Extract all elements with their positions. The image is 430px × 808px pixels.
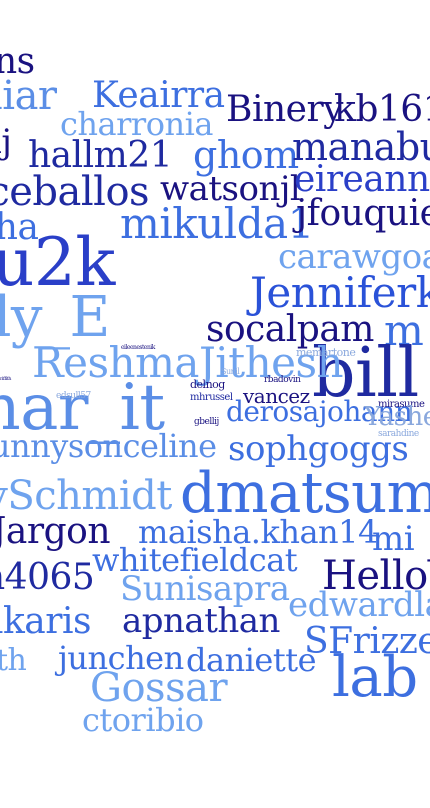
cloud-word: sarahdine	[378, 429, 419, 439]
cloud-word: lab	[332, 645, 418, 710]
cloud-word: jfouquie	[296, 193, 430, 234]
cloud-word: charronia	[60, 105, 213, 143]
cloud-word: ns	[0, 41, 35, 82]
cloud-word: gbellij	[194, 417, 219, 427]
cloud-word: delnog	[190, 378, 225, 391]
cloud-word: YasheelP	[364, 402, 430, 432]
cloud-word: carawgoa	[278, 237, 430, 277]
cloud-word: bill	[312, 334, 419, 413]
cloud-word: junchen	[58, 639, 184, 677]
cloud-word: watsonjl	[160, 169, 301, 209]
cloud-word: HelloV	[322, 553, 430, 599]
cloud-word: dmatsumo	[180, 461, 430, 526]
cloud-word: daniette	[186, 641, 317, 679]
cloud-word: Jenniferk	[250, 268, 430, 317]
cloud-word: kb161	[334, 89, 430, 130]
cloud-word: ctoribio	[82, 701, 204, 739]
cloud-word: whitefieldcat	[92, 541, 298, 579]
cloud-word: mikulda1	[120, 199, 314, 248]
cloud-word: mar_it	[0, 371, 165, 445]
cloud-word: mi	[372, 519, 415, 559]
cloud-word: Binery	[226, 89, 344, 130]
cloud-word: hallm21	[28, 135, 173, 176]
cloud-word: manabu	[292, 125, 430, 169]
cloud-word: eha	[0, 207, 39, 248]
cloud-word: memartone	[296, 346, 356, 359]
cloud-word: maisha.khan14	[138, 513, 378, 551]
cloud-word: SFrizzel	[304, 621, 430, 662]
cloud-word: edsull57	[56, 391, 91, 401]
cloud-word: sophgoggs	[228, 429, 409, 469]
cloud-word: ghom	[193, 133, 299, 177]
cloud-word: apnathan	[122, 601, 280, 641]
cloud-word: eileenestenik	[121, 344, 155, 351]
cloud-word: nySchmidt	[0, 473, 172, 519]
cloud-word: Sunisapra	[120, 569, 290, 609]
cloud-word: n4065	[0, 557, 95, 598]
cloud-word: vancez	[243, 384, 310, 408]
cloud-word: socalpam	[206, 309, 374, 350]
cloud-word: ReshmaJithesh	[32, 338, 344, 387]
cloud-word: Gossar	[90, 665, 228, 711]
cloud-word: th	[0, 643, 27, 678]
cloud-word: derosajohann	[226, 395, 413, 428]
cloud-word: rbadovin	[264, 375, 301, 385]
cloud-word: edwardla	[288, 585, 430, 625]
cloud-word: eireanna	[294, 159, 430, 200]
cloud-word: Sunil	[221, 367, 240, 376]
cloud-word: udy_E	[0, 285, 110, 350]
cloud-word: aceballos	[0, 169, 150, 215]
cloud-word: schu2k	[0, 224, 115, 301]
cloud-word: liar	[0, 73, 57, 119]
cloud-word: mhrussel	[190, 392, 233, 403]
cloud-word: riffith	[0, 376, 12, 382]
cloud-word: sunnysonceline	[0, 427, 217, 465]
cloud-word: Jargon	[0, 511, 111, 552]
cloud-word: mirasume	[378, 399, 425, 410]
cloud-word: nj	[0, 122, 12, 162]
cloud-word: Keairra	[92, 75, 225, 116]
cloud-word: m	[384, 306, 424, 355]
cloud-word: e	[0, 345, 1, 381]
